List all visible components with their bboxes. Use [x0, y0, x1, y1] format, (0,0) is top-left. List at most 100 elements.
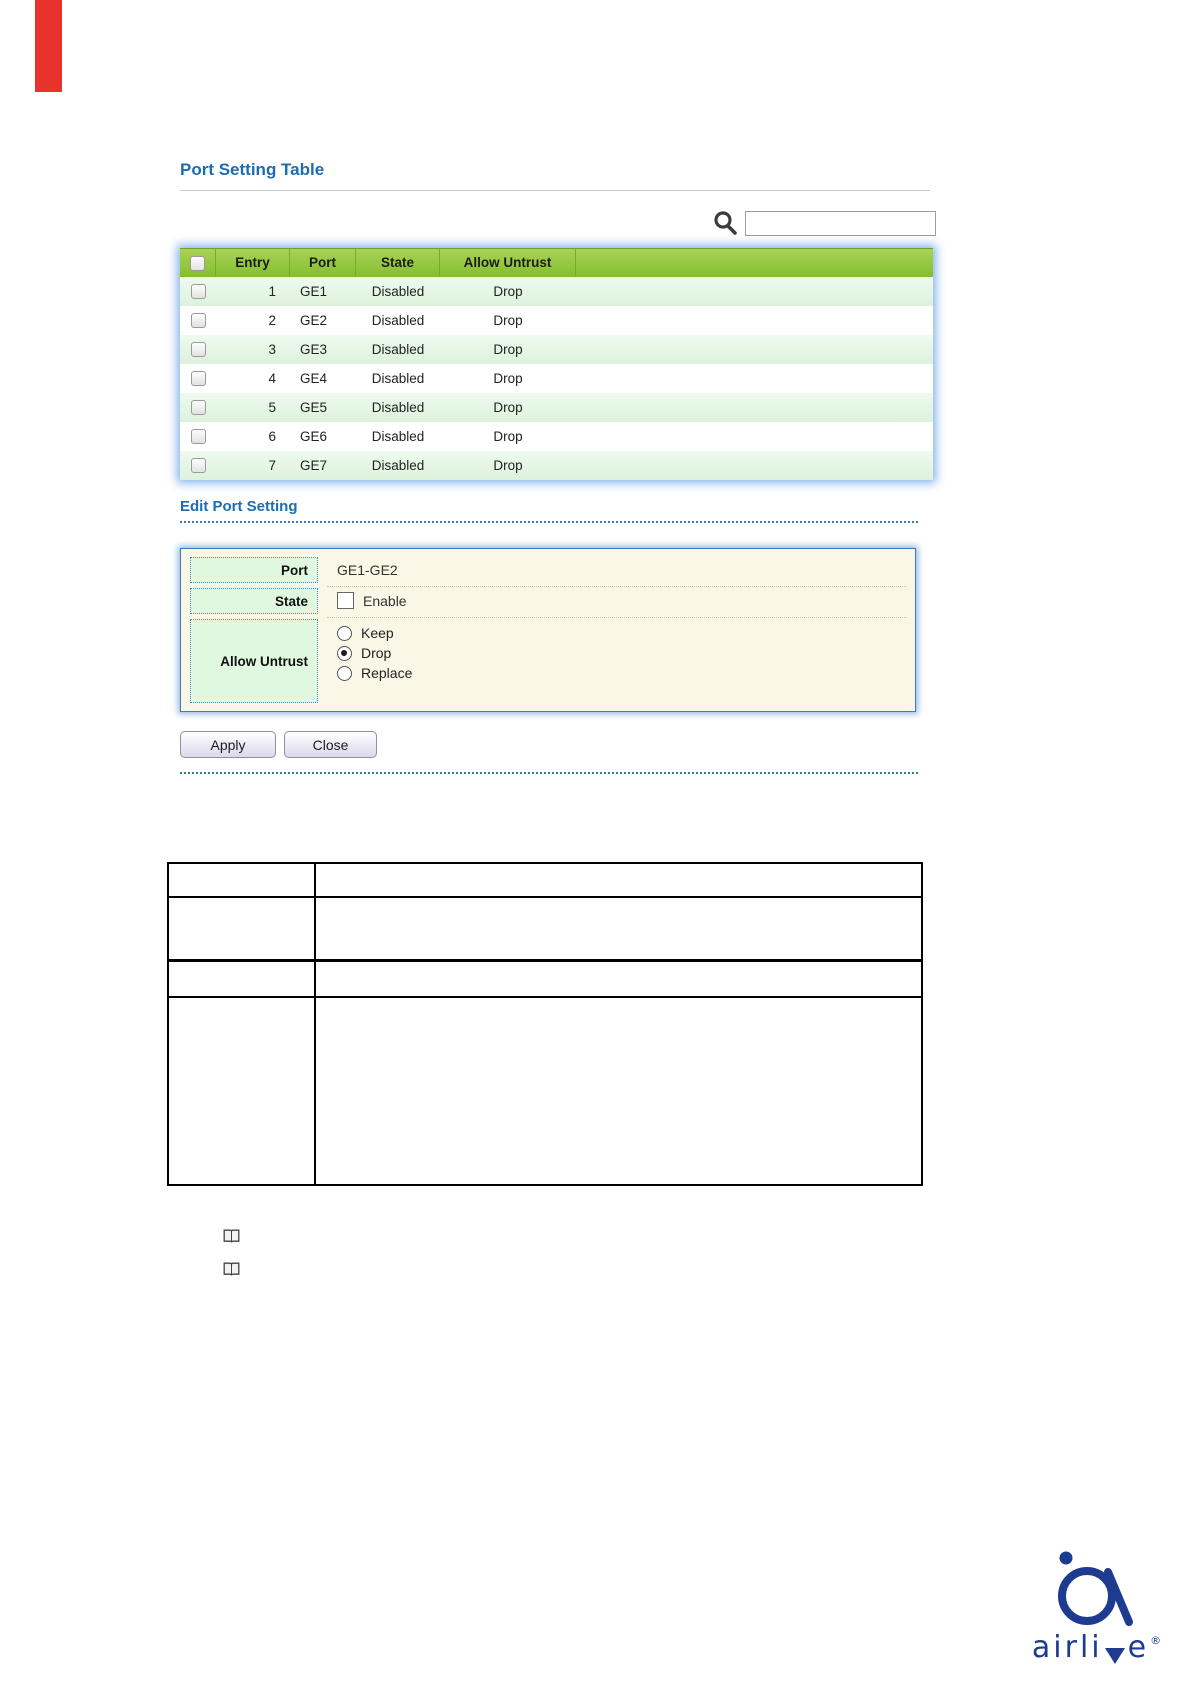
row-checkbox[interactable] — [190, 458, 206, 473]
row-checkbox[interactable] — [190, 371, 206, 386]
select-all-checkbox[interactable] — [190, 255, 205, 271]
state-cell: Disabled — [371, 458, 425, 473]
state-cell: Disabled — [371, 313, 425, 328]
open-book-icon — [223, 1262, 240, 1276]
edit-port-setting-title: Edit Port Setting — [180, 498, 298, 515]
allow-untrust-option-replace[interactable]: Replace — [337, 665, 412, 681]
port-cell: GE6 — [300, 429, 328, 444]
radio-keep-label: Keep — [361, 625, 394, 641]
port-table-body: 1 GE1 Disabled Drop 2 GE2 Disabled Drop 3 GE3 Disa… — [180, 277, 933, 480]
row-checkbox[interactable] — [190, 342, 206, 357]
apply-button[interactable]: Apply — [180, 731, 276, 758]
port-cell: GE3 — [300, 342, 328, 357]
allow-untrust-option-keep[interactable]: Keep — [337, 625, 394, 641]
row-checkbox[interactable] — [190, 429, 206, 444]
reference-table-cell — [314, 959, 923, 998]
table-row[interactable]: 6 GE6 Disabled Drop — [180, 422, 933, 451]
entry-cell: 5 — [268, 400, 276, 415]
airlive-logo-wordmark: airli e ® — [1020, 1630, 1172, 1665]
logo-text-suffix: e — [1127, 1630, 1150, 1665]
col-header-filler — [576, 249, 933, 277]
filler-cell — [576, 335, 933, 364]
filler-cell — [576, 277, 933, 306]
row-checkbox-cell — [180, 277, 216, 306]
select-all-cell — [180, 249, 216, 277]
reference-table-cell — [167, 959, 316, 998]
filler-cell — [576, 451, 933, 480]
enable-checkbox-label: Enable — [363, 593, 407, 609]
close-button[interactable]: Close — [284, 731, 377, 758]
table-row[interactable]: 2 GE2 Disabled Drop — [180, 306, 933, 335]
port-cell: GE1 — [300, 284, 328, 299]
reference-table-cell — [314, 895, 923, 963]
entry-cell: 3 — [268, 342, 276, 357]
filler-cell — [576, 306, 933, 335]
col-header-entry[interactable]: Entry — [216, 249, 290, 277]
row-checkbox-cell — [180, 364, 216, 393]
state-cell: Disabled — [371, 342, 425, 357]
reference-table — [167, 862, 923, 1187]
allow-untrust-option-drop[interactable]: Drop — [337, 645, 391, 661]
enable-checkbox[interactable] — [337, 592, 354, 609]
state-field-label: State — [190, 588, 318, 614]
open-book-icon — [223, 1229, 240, 1243]
port-setting-table: Entry Port State Allow Untrust 1 GE1 Disab… — [180, 248, 933, 480]
allow-untrust-cell: Drop — [493, 342, 523, 357]
search-icon[interactable] — [712, 210, 738, 236]
allow-untrust-cell: Drop — [493, 284, 523, 299]
row-checkbox-cell — [180, 422, 216, 451]
entry-cell: 2 — [268, 313, 276, 328]
port-field-value: GE1-GE2 — [337, 562, 398, 578]
filler-cell — [576, 422, 933, 451]
row-checkbox[interactable] — [190, 284, 206, 299]
form-row-separator — [327, 617, 907, 618]
reference-table-cell — [167, 862, 316, 898]
port-cell: GE2 — [300, 313, 328, 328]
filler-cell — [576, 364, 933, 393]
entry-cell: 6 — [268, 429, 276, 444]
allow-untrust-cell: Drop — [493, 458, 523, 473]
radio-keep[interactable] — [337, 625, 352, 641]
search-input[interactable] — [745, 211, 936, 236]
table-row[interactable]: 3 GE3 Disabled Drop — [180, 335, 933, 364]
allow-untrust-cell: Drop — [493, 429, 523, 444]
table-row[interactable]: 4 GE4 Disabled Drop — [180, 364, 933, 393]
state-field-value: Enable — [337, 592, 407, 609]
entry-cell: 4 — [268, 371, 276, 386]
title-divider — [180, 190, 930, 191]
state-cell: Disabled — [371, 371, 425, 386]
row-checkbox-cell — [180, 393, 216, 422]
port-setting-table-title: Port Setting Table — [180, 160, 325, 179]
table-row[interactable]: 7 GE7 Disabled Drop — [180, 451, 933, 480]
entry-cell: 7 — [268, 458, 276, 473]
reference-table-cell — [314, 995, 923, 1187]
allow-untrust-field-label: Allow Untrust — [190, 619, 318, 703]
reference-table-cell — [167, 895, 316, 963]
reference-table-cell — [314, 862, 923, 898]
filler-cell — [576, 393, 933, 422]
table-row[interactable]: 5 GE5 Disabled Drop — [180, 393, 933, 422]
port-field-label: Port — [190, 557, 318, 583]
table-row[interactable]: 1 GE1 Disabled Drop — [180, 277, 933, 306]
form-row-separator — [327, 586, 907, 587]
row-checkbox-cell — [180, 306, 216, 335]
col-header-allow-untrust[interactable]: Allow Untrust — [440, 249, 576, 277]
port-cell: GE4 — [300, 371, 328, 386]
radio-replace-label: Replace — [361, 665, 413, 681]
port-cell: GE5 — [300, 400, 328, 415]
logo-v-triangle — [1104, 1648, 1125, 1664]
entry-cell: 1 — [268, 284, 276, 299]
radio-drop-label: Drop — [361, 645, 392, 661]
allow-untrust-cell: Drop — [493, 400, 523, 415]
col-header-state[interactable]: State — [356, 249, 440, 277]
state-cell: Disabled — [371, 284, 425, 299]
radio-drop[interactable] — [337, 645, 352, 661]
col-header-port[interactable]: Port — [290, 249, 356, 277]
port-cell: GE7 — [300, 458, 328, 473]
radio-replace[interactable] — [337, 665, 352, 681]
dotted-divider-bottom — [180, 772, 918, 774]
allow-untrust-cell: Drop — [493, 371, 523, 386]
row-checkbox[interactable] — [190, 313, 206, 328]
row-checkbox[interactable] — [190, 400, 206, 415]
